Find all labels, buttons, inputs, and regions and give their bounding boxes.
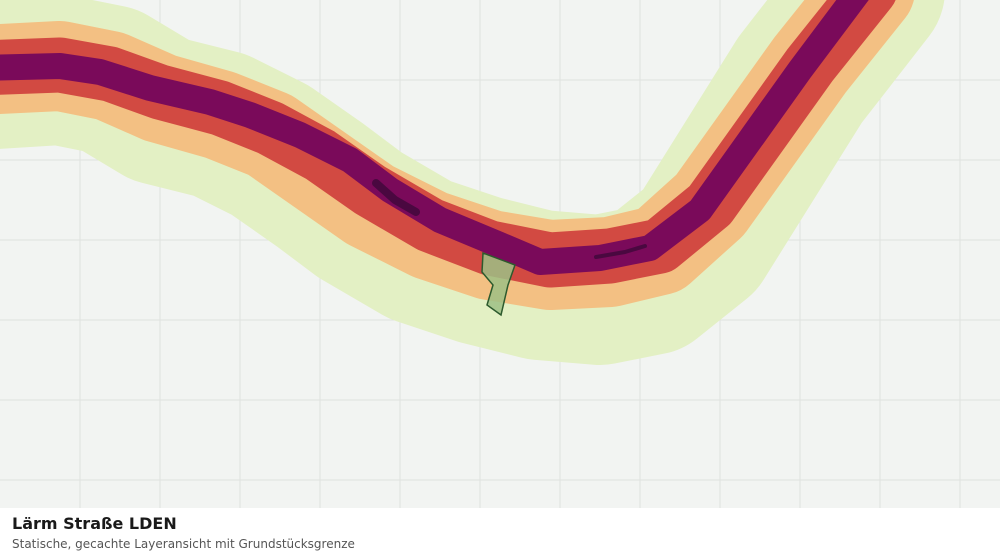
noise-zone-peak (372, 179, 420, 216)
noise-zone-peak (594, 244, 647, 259)
map-title: Lärm Straße LDEN (12, 514, 177, 533)
map (0, 0, 1000, 508)
caption: Lärm Straße LDEN Statische, gecachte Lay… (0, 508, 1000, 560)
noise-zone-very-high (0, 0, 869, 275)
parcel-boundary (481, 251, 516, 317)
map-subtitle: Statische, gecachte Layeransicht mit Gru… (12, 537, 355, 551)
noise-bands (0, 0, 944, 365)
